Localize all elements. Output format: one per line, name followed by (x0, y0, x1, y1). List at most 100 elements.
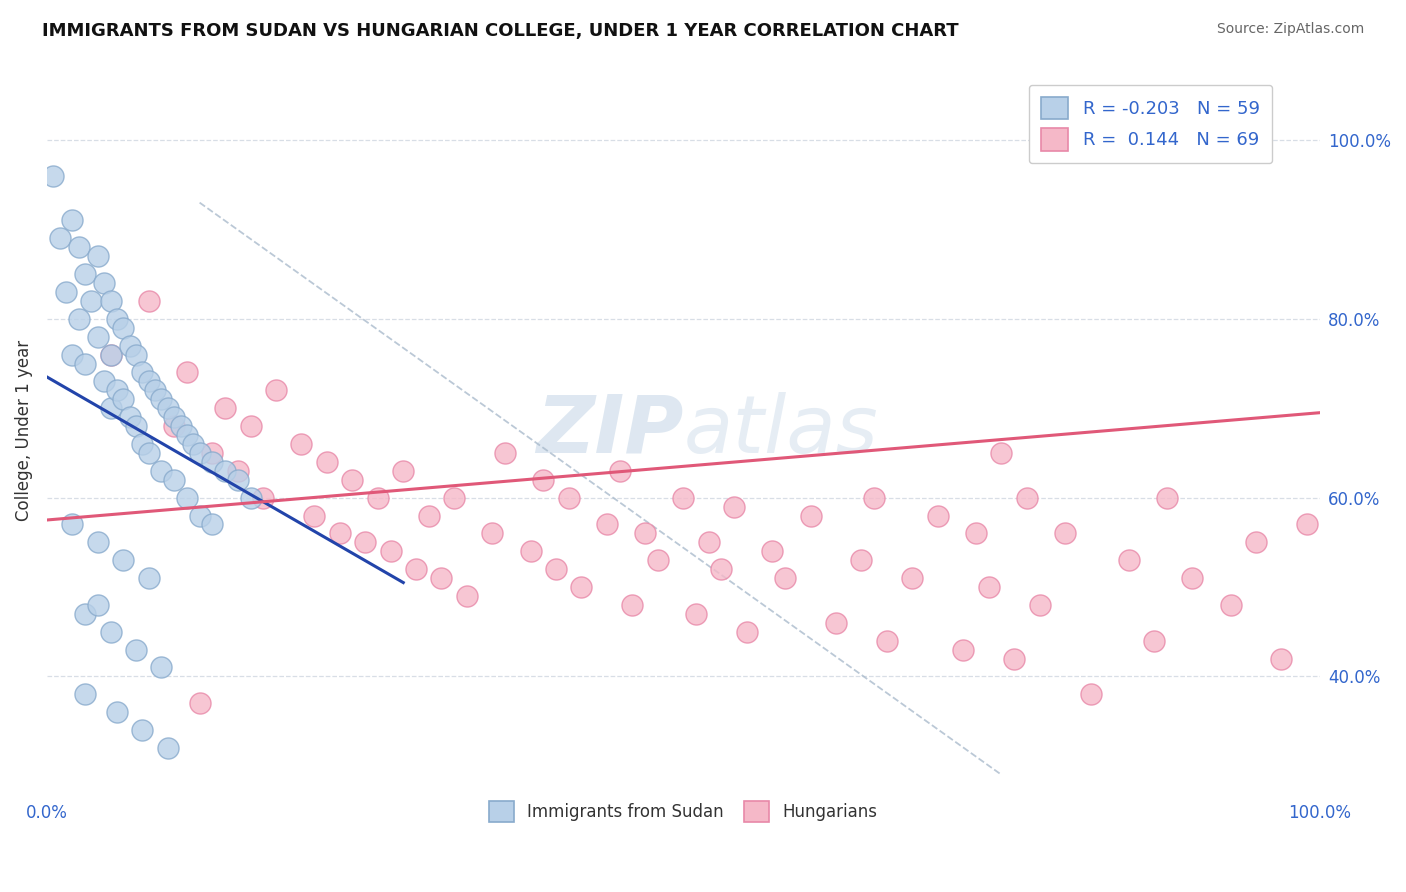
Point (188, 446, 211, 460)
Point (75, 687, 97, 701)
Point (761, 544, 783, 558)
Point (697, 535, 720, 549)
Point (100, 348, 122, 362)
Point (735, 624, 758, 639)
Point (773, 571, 796, 585)
Point (1181, 571, 1204, 585)
Point (125, 419, 148, 434)
Point (138, 293, 160, 308)
Point (100, 348, 122, 362)
Point (544, 562, 567, 576)
Point (316, 455, 339, 469)
Point (481, 526, 503, 541)
Point (367, 491, 389, 505)
Point (75, 267, 97, 281)
Point (60, 517, 83, 532)
Point (1054, 526, 1077, 541)
Point (112, 392, 135, 407)
Point (100, 293, 122, 308)
Point (329, 526, 352, 541)
Point (93, 276, 115, 290)
Point (163, 473, 186, 487)
Point (799, 508, 821, 523)
Point (380, 544, 402, 558)
Point (131, 723, 153, 737)
Point (354, 535, 377, 549)
Point (863, 491, 886, 505)
Point (201, 455, 224, 469)
Point (621, 598, 644, 612)
Point (87, 598, 110, 612)
Point (1219, 598, 1241, 612)
Text: Source: ZipAtlas.com: Source: ZipAtlas.com (1216, 22, 1364, 37)
Text: IMMIGRANTS FROM SUDAN VS HUNGARIAN COLLEGE, UNDER 1 YEAR CORRELATION CHART: IMMIGRANTS FROM SUDAN VS HUNGARIAN COLLE… (42, 22, 959, 40)
Point (456, 589, 478, 603)
Point (952, 642, 974, 657)
Point (392, 464, 415, 478)
Text: atlas: atlas (683, 392, 877, 469)
Point (80, 293, 103, 308)
Point (1244, 535, 1267, 549)
Point (188, 508, 211, 523)
Point (48, 231, 70, 245)
Point (125, 348, 148, 362)
Point (176, 428, 198, 442)
Point (723, 500, 745, 514)
Point (87, 535, 110, 549)
Point (990, 446, 1012, 460)
Point (87, 329, 110, 343)
Point (264, 384, 287, 398)
Point (156, 401, 179, 416)
Point (150, 660, 173, 674)
Point (176, 366, 198, 380)
Point (138, 375, 160, 389)
Point (112, 553, 135, 567)
Point (405, 562, 427, 576)
Point (519, 544, 541, 558)
Point (143, 384, 166, 398)
Point (825, 615, 848, 630)
Point (1080, 687, 1102, 701)
Point (105, 311, 128, 326)
Text: ZIP: ZIP (536, 392, 683, 469)
Point (851, 553, 873, 567)
Point (93, 375, 115, 389)
Point (239, 419, 262, 434)
Point (927, 508, 949, 523)
Point (443, 491, 465, 505)
Y-axis label: College, Under 1 year: College, Under 1 year (15, 340, 32, 521)
Point (1156, 491, 1178, 505)
Point (290, 437, 312, 451)
Legend: Immigrants from Sudan, Hungarians: Immigrants from Sudan, Hungarians (475, 788, 891, 835)
Point (125, 642, 148, 657)
Point (100, 401, 122, 416)
Point (1143, 633, 1166, 648)
Point (226, 464, 249, 478)
Point (67, 240, 90, 254)
Point (75, 357, 97, 371)
Point (67, 311, 90, 326)
Point (609, 464, 631, 478)
Point (1296, 517, 1319, 532)
Point (150, 464, 173, 478)
Point (418, 508, 440, 523)
Point (105, 705, 128, 719)
Point (150, 392, 173, 407)
Point (87, 249, 110, 263)
Point (430, 571, 453, 585)
Point (60, 213, 83, 227)
Point (494, 446, 516, 460)
Point (214, 464, 236, 478)
Point (169, 419, 191, 434)
Point (118, 339, 141, 353)
Point (672, 491, 695, 505)
Point (901, 571, 924, 585)
Point (156, 741, 179, 756)
Point (710, 562, 733, 576)
Point (876, 633, 898, 648)
Point (138, 571, 160, 585)
Point (176, 491, 198, 505)
Point (60, 348, 83, 362)
Point (1028, 598, 1050, 612)
Point (252, 491, 274, 505)
